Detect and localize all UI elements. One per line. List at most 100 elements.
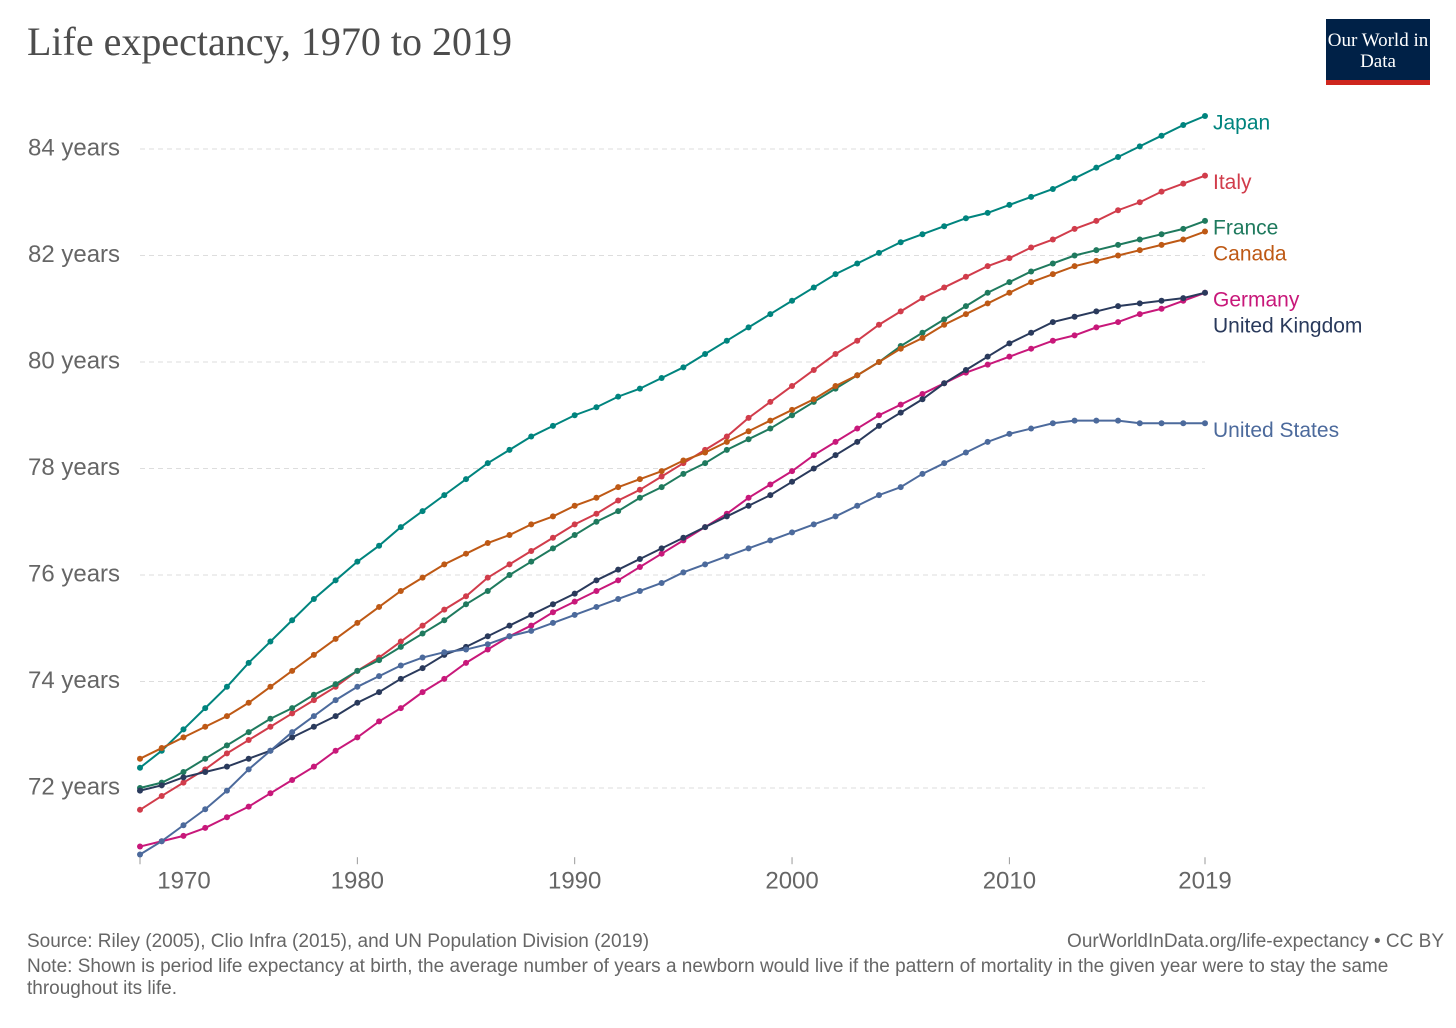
point: [419, 574, 426, 581]
point: [919, 231, 926, 238]
point: [571, 532, 578, 539]
point: [1115, 153, 1122, 160]
point: [441, 675, 448, 682]
point: [463, 601, 470, 608]
y-tick-label: 76 years: [28, 560, 120, 587]
point: [1049, 260, 1056, 267]
point: [267, 747, 274, 754]
point: [919, 295, 926, 302]
point: [767, 481, 774, 488]
point: [158, 745, 165, 752]
point: [549, 534, 556, 541]
point: [1093, 257, 1100, 264]
point: [354, 619, 361, 626]
point: [397, 643, 404, 650]
point: [376, 689, 383, 696]
point: [223, 814, 230, 821]
point: [636, 385, 643, 392]
point: [506, 622, 513, 629]
point: [1049, 319, 1056, 326]
point: [810, 366, 817, 373]
point: [1180, 420, 1187, 427]
point: [1202, 217, 1208, 224]
point: [680, 364, 687, 371]
line: [139, 419, 1205, 856]
point: [397, 587, 404, 594]
point: [941, 223, 948, 230]
point: [223, 742, 230, 749]
point: [441, 649, 448, 656]
point: [245, 755, 252, 762]
point: [158, 782, 165, 789]
point: [310, 697, 317, 704]
point: [549, 619, 556, 626]
point: [506, 633, 513, 640]
point: [810, 284, 817, 291]
point: [767, 492, 774, 499]
y-tick-label: 78 years: [28, 454, 120, 481]
point: [202, 769, 209, 776]
x-tick-label: 2010: [983, 868, 1036, 895]
point: [941, 460, 948, 467]
point: [528, 622, 535, 629]
source: Source: Riley (2005), Clio Infra (2015),…: [27, 931, 650, 952]
point: [745, 414, 752, 421]
point: [332, 747, 339, 754]
point: [1158, 420, 1165, 427]
point: [332, 635, 339, 642]
legend-label: United Kingdom: [1213, 314, 1362, 337]
point: [441, 492, 448, 499]
point: [745, 324, 752, 331]
point: [789, 529, 796, 536]
point: [180, 726, 187, 733]
logo[interactable]: Our World in Data: [1326, 19, 1430, 85]
point: [137, 806, 143, 813]
point: [810, 452, 817, 459]
point: [484, 641, 491, 648]
point: [615, 393, 622, 400]
line: [139, 219, 1206, 789]
point: [397, 662, 404, 669]
point: [484, 540, 491, 547]
point: [875, 422, 882, 429]
point: [528, 627, 535, 634]
point: [245, 737, 252, 744]
point: [1006, 201, 1013, 208]
point: [658, 473, 665, 480]
line: [139, 291, 1206, 848]
point: [419, 508, 426, 515]
point: [810, 465, 817, 472]
point: [1006, 289, 1013, 296]
point: [463, 476, 470, 483]
point: [941, 321, 948, 328]
point: [571, 502, 578, 509]
point: [1202, 228, 1208, 235]
point: [571, 590, 578, 597]
chart-title: Life expectancy, 1970 to 2019: [27, 19, 512, 64]
point: [1158, 231, 1165, 238]
point: [1202, 112, 1208, 119]
point: [549, 513, 556, 520]
point: [289, 776, 296, 783]
point: [919, 329, 926, 336]
point: [1115, 319, 1122, 326]
source-url[interactable]: OurWorldInData.org/life-expectancy • CC …: [1067, 931, 1444, 952]
point: [962, 215, 969, 222]
point: [1071, 417, 1078, 424]
point: [528, 433, 535, 440]
point: [223, 787, 230, 794]
point: [397, 638, 404, 645]
point: [202, 755, 209, 762]
legend-label: Germany: [1213, 288, 1300, 311]
point: [984, 353, 991, 360]
point: [549, 609, 556, 616]
point: [745, 436, 752, 443]
point: [528, 521, 535, 528]
point: [1115, 207, 1122, 214]
point: [854, 260, 861, 267]
point: [636, 556, 643, 563]
point: [1202, 172, 1208, 179]
point: [376, 542, 383, 549]
point: [941, 380, 948, 387]
